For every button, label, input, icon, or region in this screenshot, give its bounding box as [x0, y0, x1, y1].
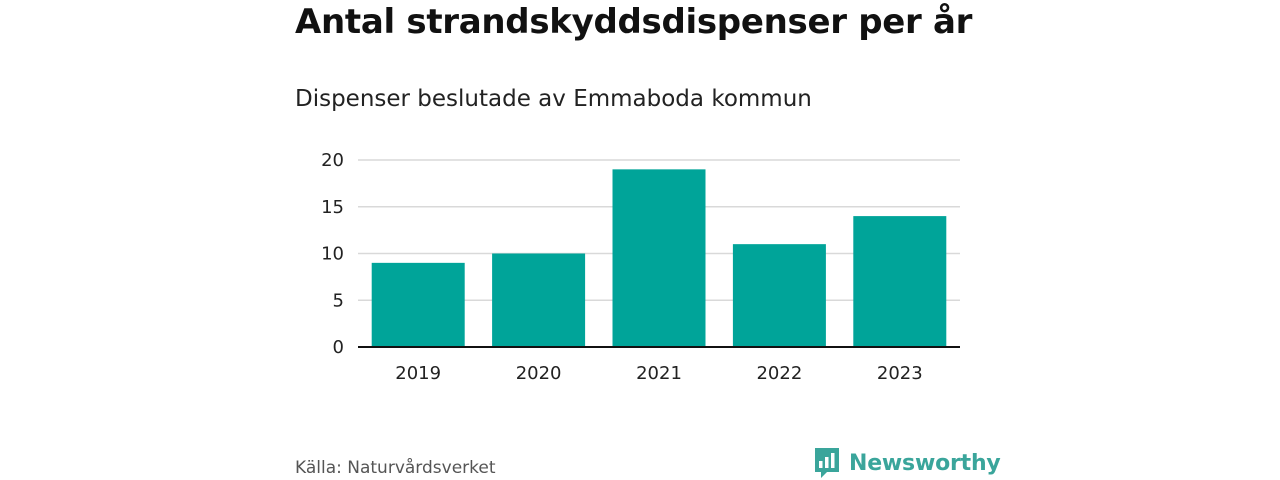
x-tick-label: 2020 [516, 363, 562, 384]
bar-chart: 0 5 10 15 20 2019 2020 2021 2022 2023 [321, 150, 960, 384]
y-tick-label: 10 [321, 244, 344, 265]
x-tick-label: 2021 [636, 363, 682, 384]
bars [371, 169, 947, 347]
x-tick-label: 2023 [877, 363, 923, 384]
x-axis-ticks: 2019 2020 2021 2022 2023 [395, 363, 922, 384]
chart-title: Antal strandskyddsdispenser per år [295, 2, 973, 42]
source-label: Källa: Naturvårdsverket [295, 458, 496, 478]
bar-2023 [853, 216, 947, 347]
brand-name: Newsworthy [849, 450, 1001, 476]
bar-2022 [732, 244, 826, 347]
x-tick-label: 2019 [395, 363, 441, 384]
y-tick-label: 5 [333, 290, 344, 311]
y-tick-label: 15 [321, 197, 344, 218]
brand-logo: Newsworthy [813, 446, 1001, 480]
bar-2020 [492, 253, 586, 347]
y-axis-ticks: 0 5 10 15 20 [321, 150, 344, 358]
bar-2021 [612, 169, 706, 347]
newsworthy-logo-icon [815, 448, 839, 478]
chart-subtitle: Dispenser beslutade av Emmaboda kommun [295, 86, 812, 112]
x-tick-label: 2022 [756, 363, 802, 384]
bar-2019 [371, 262, 465, 347]
y-tick-label: 0 [333, 337, 344, 358]
y-tick-label: 20 [321, 150, 344, 171]
